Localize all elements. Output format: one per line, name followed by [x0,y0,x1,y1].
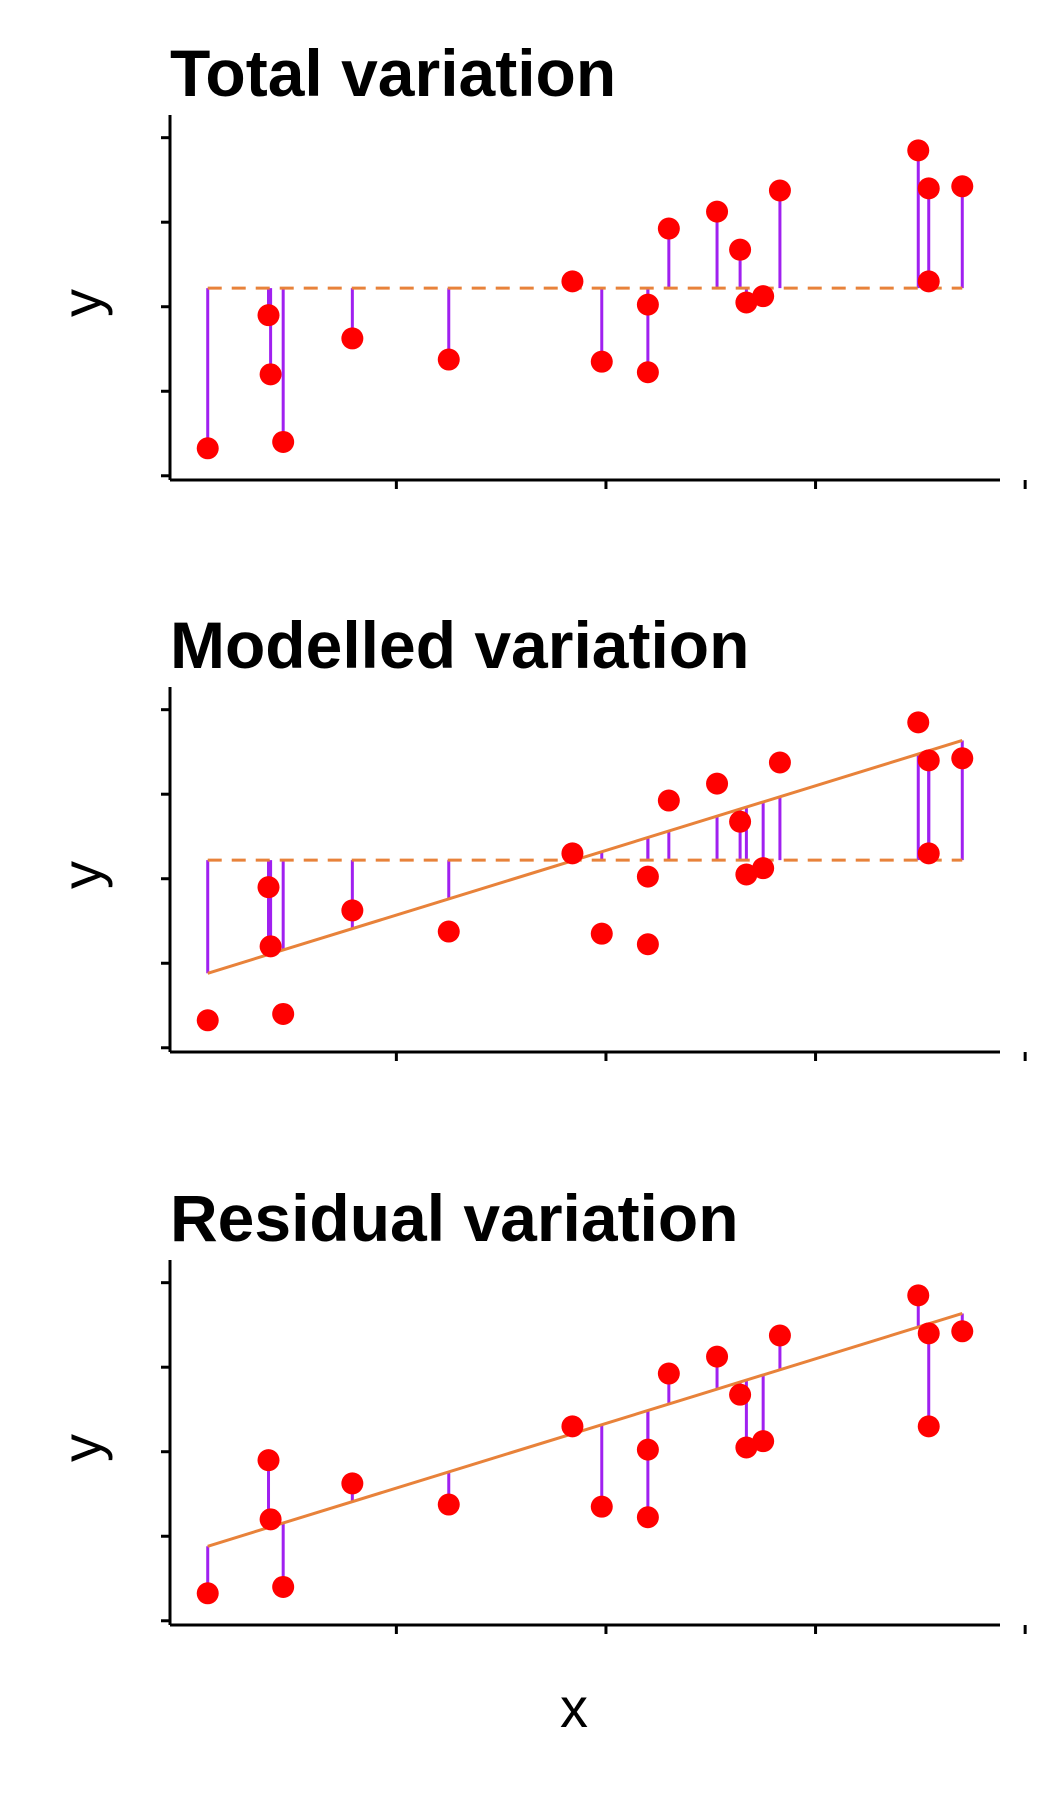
data-point [657,789,680,812]
data-point [752,857,775,880]
data-point [768,751,791,774]
data-point [729,810,752,833]
data-point [636,933,659,956]
panel-title-modelled: Modelled variation [170,608,750,682]
data-point [657,1362,680,1385]
data-point [259,363,282,386]
data-point [917,177,940,200]
data-point [752,285,775,308]
data-point [729,238,752,261]
data-point [951,1320,974,1343]
data-point [636,361,659,384]
data-point [636,1506,659,1529]
data-point [196,1009,219,1032]
fit-line [207,1312,963,1548]
data-point [259,935,282,958]
data-point [257,304,280,327]
data-point [341,327,364,350]
data-point [590,922,613,945]
data-point [437,1493,460,1516]
data-point [917,1322,940,1345]
data-point [951,175,974,198]
data-point [257,1449,280,1472]
data-point [196,437,219,460]
data-point [272,1575,295,1598]
x-axis-label: x [560,1676,588,1739]
data-point [951,747,974,770]
data-point [917,842,940,865]
data-point [752,1430,775,1453]
data-point [735,291,758,314]
data-point [437,920,460,943]
data-point [196,1582,219,1605]
panel-title-total: Total variation [170,36,617,110]
data-point [636,865,659,888]
data-point [636,293,659,316]
data-point [917,270,940,293]
data-point [341,1472,364,1495]
data-point [706,200,729,223]
fit-line [207,739,963,975]
data-point [272,430,295,453]
data-point [590,350,613,373]
data-point [706,1345,729,1368]
data-point [657,217,680,240]
data-point [590,1495,613,1518]
data-point [561,842,584,865]
data-point [907,139,930,162]
data-point [561,1415,584,1438]
data-point [907,711,930,734]
data-point [259,1508,282,1531]
data-point [917,1415,940,1438]
data-point [735,863,758,886]
data-point [272,1002,295,1025]
data-point [907,1284,930,1307]
data-point [735,1436,758,1459]
data-point [768,179,791,202]
data-point [437,348,460,371]
data-point [729,1383,752,1406]
data-point [257,876,280,899]
data-point [341,899,364,922]
data-point [561,270,584,293]
data-point [706,772,729,795]
data-point [768,1324,791,1347]
data-point [636,1438,659,1461]
data-point [917,749,940,772]
panel-title-residual: Residual variation [170,1181,739,1255]
